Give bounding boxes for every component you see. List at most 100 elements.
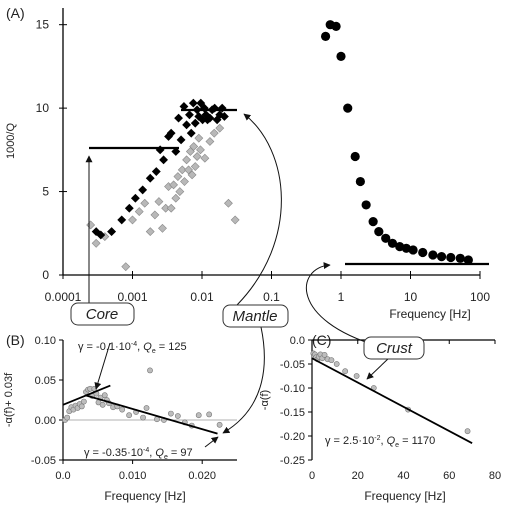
core-mantle-point-gray — [192, 152, 202, 161]
panel-c: (C) -α(f) Frequency [Hz] 0 20 40 60 800.0-0.… — [259, 332, 501, 503]
panel-a-y-tick-label: 15 — [36, 18, 50, 32]
panel-b-point — [140, 414, 146, 421]
core-mantle-point-gray — [145, 227, 155, 237]
panel-b-point — [167, 410, 174, 417]
panel-b-point — [195, 412, 202, 419]
core-mantle-point-gray — [175, 187, 185, 196]
core-mantle-point-gray — [140, 198, 150, 208]
crust-point — [320, 31, 331, 41]
core-mantle-point-gray — [154, 197, 164, 206]
core-mantle-point-gray — [215, 123, 225, 133]
crust-point — [418, 247, 428, 258]
core-mantle-point-gray — [128, 215, 137, 225]
panel-b-y-tick-label: 0.10 — [35, 335, 56, 347]
core-mantle-point-gray — [86, 220, 96, 230]
panel-b-x-tick-label: 0.010 — [119, 470, 147, 482]
core-mantle-point-gray — [158, 223, 167, 233]
core-mantle-point-gray — [134, 207, 144, 217]
core-mantle-point — [205, 113, 215, 123]
mantle-arrow-down — [222, 326, 265, 434]
core-mantle-point-gray — [121, 262, 131, 272]
core-mantle-point — [190, 118, 200, 128]
core-mantle-point-gray — [182, 155, 192, 165]
panel-c-fit-annotation: γ = 2.5·10-2, Qe = 1170 — [325, 435, 435, 449]
panel-a-y-tick-label: 10 — [36, 101, 50, 115]
panel-b-point — [147, 367, 153, 374]
fit1-arrow — [94, 342, 111, 390]
core-mantle-point-gray — [205, 137, 215, 146]
panel-a-x-tick-label: 0.0001 — [45, 290, 82, 304]
core-mantle-point-gray — [189, 142, 199, 151]
mantle-label: Mantle — [232, 308, 277, 325]
panel-b-point — [78, 403, 85, 410]
panel-b-point — [119, 406, 126, 413]
core-label-box — [70, 302, 135, 326]
panel-c-point — [464, 428, 471, 435]
panel-c-point — [321, 351, 328, 358]
panel-b-y-tick-label: 0.05 — [35, 375, 56, 387]
crust-point — [368, 217, 378, 227]
panel-a: (A) 1000/Q Frequency [Hz] 0.0001 0.001 0.0… — [5, 5, 490, 321]
panel-b-fit2-annotation: γ = -0.35·10-4, Qe = 97 — [84, 447, 193, 461]
panel-a-x-tick-label: 0.01 — [190, 290, 214, 304]
panel-c-x-tick-label: 0 — [309, 470, 315, 482]
crust-label: Crust — [376, 340, 413, 357]
panel-b-point — [101, 392, 108, 399]
crust-point — [350, 151, 360, 162]
core-mantle-point — [124, 203, 134, 213]
core-mantle-point-gray — [187, 170, 197, 180]
panel-c-x-tick-label: 20 — [352, 470, 364, 482]
panel-b-x-tick-label: 0.020 — [188, 470, 216, 482]
crust-point — [387, 238, 398, 248]
panel-b-point — [143, 405, 150, 411]
panel-a-x-tick-label: 10 — [404, 290, 418, 304]
crust-point — [343, 103, 353, 113]
core-mantle-point-gray — [184, 165, 193, 175]
panel-b-point — [216, 421, 223, 428]
panel-c-point — [353, 373, 360, 379]
core-mantle-point-gray — [224, 198, 233, 208]
panel-c-point — [342, 368, 349, 375]
core-mantle-point-gray — [169, 180, 179, 190]
panel-b-point — [99, 401, 106, 408]
panel-a-x-tick-label: 0.1 — [263, 290, 280, 304]
panel-b-y-tick-label: 0.00 — [35, 415, 56, 427]
crust-point — [374, 227, 384, 237]
crust-point — [331, 21, 341, 31]
core-mantle-point-gray — [200, 153, 210, 163]
panel-b-y-axis-label: -α(f)+ 0.03f — [3, 372, 15, 427]
panel-a-x-tick-label: 1 — [338, 290, 345, 304]
core-mantle-point-gray — [173, 172, 183, 181]
core-mantle-point — [174, 113, 183, 123]
crust-point — [436, 252, 447, 262]
panel-b-label: (B) — [6, 332, 25, 348]
core-mantle-point — [166, 128, 176, 138]
crust-point — [455, 253, 465, 263]
panel-c-y-tick-label: -0.15 — [280, 407, 305, 419]
panel-a-label: (A) — [6, 5, 25, 21]
panel-a-y-axis-label: 1000/Q — [5, 123, 17, 160]
crust-point — [446, 252, 456, 263]
core-label: Core — [86, 306, 119, 323]
panel-c-y-tick-label: -0.20 — [280, 431, 305, 443]
crust-point — [336, 51, 346, 61]
panel-c-fit-line — [311, 357, 473, 444]
core-mantle-point — [188, 98, 198, 108]
panel-a-y-tick-label: 0 — [42, 268, 49, 282]
panel-a-x-tick-label: 100 — [470, 290, 490, 304]
core-mantle-point — [145, 173, 155, 183]
core-mantle-point-gray — [230, 215, 240, 225]
crust-arrow-up — [305, 262, 379, 347]
panel-c-y-tick-label: -0.05 — [280, 359, 305, 371]
panel-c-x-tick-label: 80 — [489, 470, 501, 482]
core-mantle-point-gray — [166, 203, 176, 213]
crust-point — [428, 250, 438, 260]
core-mantle-point — [196, 98, 206, 108]
panel-a-x-tick-label: 0.001 — [117, 290, 147, 304]
panel-c-y-tick-label: -0.25 — [280, 455, 305, 467]
panel-b: (B) -α(f)+ 0.03f Frequency [Hz] 0.0 0.010… — [3, 332, 237, 503]
core-mantle-point — [171, 147, 181, 156]
panel-c-y-tick-label: 0.0 — [290, 335, 305, 347]
core-mantle-point-gray — [209, 128, 219, 138]
mantle-label-box — [222, 304, 289, 328]
